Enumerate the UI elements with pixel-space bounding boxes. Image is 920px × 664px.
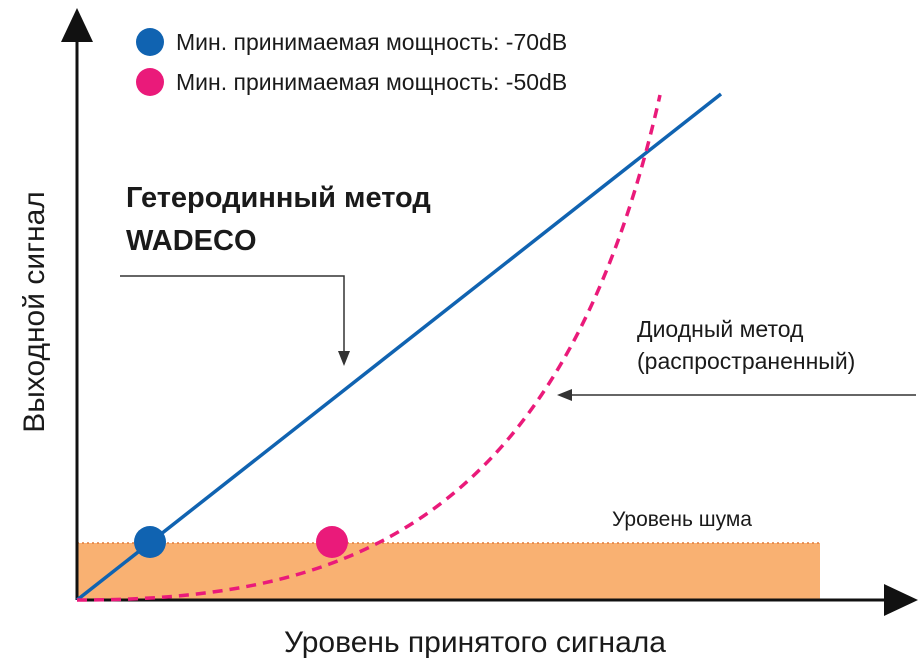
diode-label-line2: (распространенный) xyxy=(637,348,855,374)
heterodyne-line xyxy=(75,92,723,602)
heterodyne-label-line2: WADECO xyxy=(126,225,257,257)
heterodyne-pointer-arrow xyxy=(120,275,345,352)
legend-item-1: Мин. принимаемая мощность: -70dB xyxy=(176,29,567,55)
legend-item-2: Мин. принимаемая мощность: -50dB xyxy=(176,69,567,95)
arrow-down-icon xyxy=(338,351,350,366)
diode-label-line1: Диодный метод xyxy=(637,316,804,342)
legend-marker-pink xyxy=(136,68,164,96)
arrow-left-icon xyxy=(557,389,572,401)
noise-level-label: Уровень шума xyxy=(612,508,752,531)
diode-min-marker xyxy=(316,526,348,558)
arrow-right-icon xyxy=(884,584,918,616)
legend-marker-blue xyxy=(136,28,164,56)
y-axis-label: Выходной сигнал xyxy=(18,191,51,433)
noise-band xyxy=(77,543,820,600)
x-axis-label: Уровень принятого сигнала xyxy=(284,626,666,659)
diode-curve xyxy=(76,94,662,602)
arrow-up-icon xyxy=(61,8,93,42)
legend: Мин. принимаемая мощность: -70dB Мин. пр… xyxy=(136,28,567,96)
heterodyne-min-marker xyxy=(134,526,166,558)
heterodyne-label-line1: Гетеродинный метод xyxy=(126,182,431,214)
